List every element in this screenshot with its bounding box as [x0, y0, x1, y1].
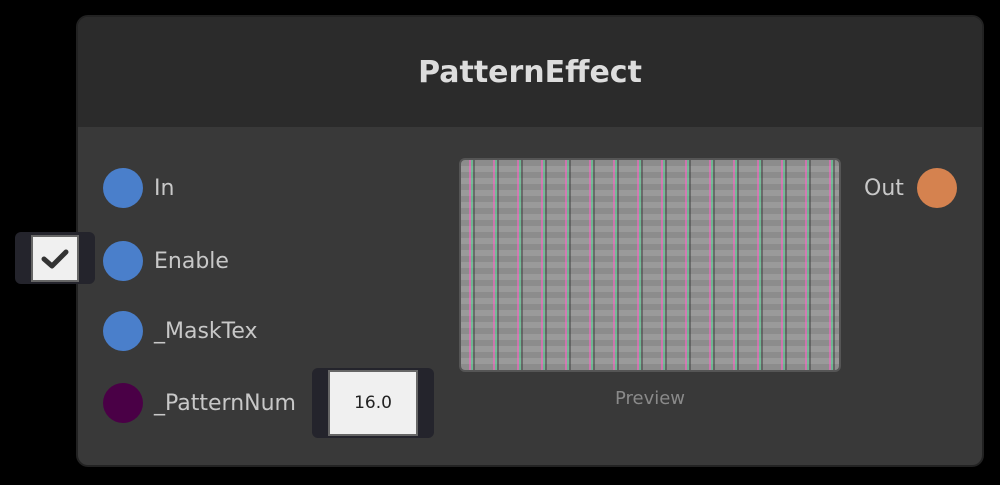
- port-label: Enable: [154, 248, 229, 274]
- checkmark-icon: [41, 249, 69, 268]
- input-port-in[interactable]: In: [103, 168, 174, 208]
- port-dot-icon[interactable]: [103, 168, 143, 208]
- port-label: _PatternNum: [154, 390, 296, 416]
- port-dot-icon[interactable]: [103, 241, 143, 281]
- input-port-masktex[interactable]: _MaskTex: [103, 311, 258, 351]
- output-port-out[interactable]: Out: [864, 168, 957, 208]
- port-dot-icon[interactable]: [103, 383, 143, 423]
- node-title: PatternEffect: [78, 17, 982, 127]
- port-label: In: [154, 175, 175, 201]
- port-dot-icon[interactable]: [103, 311, 143, 351]
- input-port-patternnum[interactable]: _PatternNum: [103, 383, 296, 423]
- port-label: _MaskTex: [154, 318, 258, 344]
- patternnum-input[interactable]: 16.0: [328, 370, 418, 436]
- input-port-enable[interactable]: Enable: [103, 241, 229, 281]
- preview-label: Preview: [614, 388, 686, 409]
- preview-image: [459, 158, 841, 372]
- port-label: Out: [864, 175, 904, 201]
- port-dot-icon[interactable]: [916, 168, 957, 208]
- enable-checkbox[interactable]: [31, 235, 79, 282]
